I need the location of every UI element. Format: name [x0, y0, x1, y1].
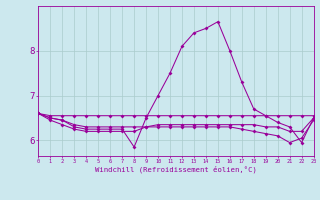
X-axis label: Windchill (Refroidissement éolien,°C): Windchill (Refroidissement éolien,°C) — [95, 166, 257, 173]
